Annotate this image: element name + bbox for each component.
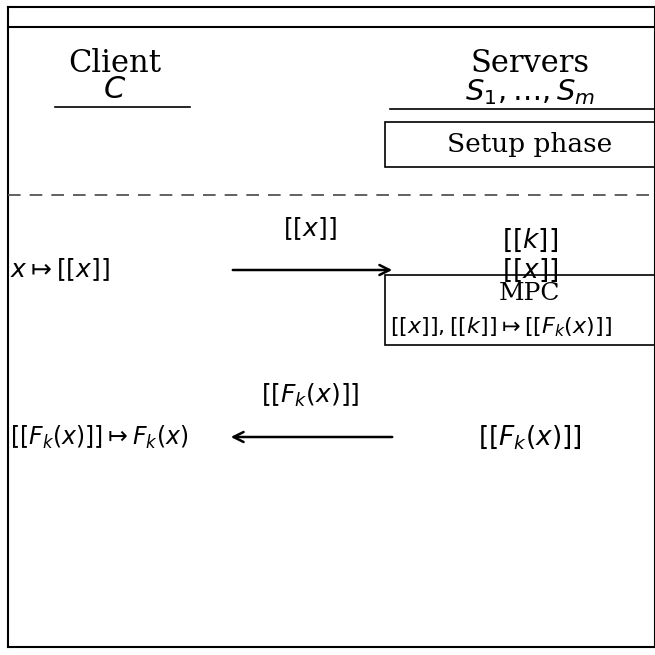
Text: $[[x]]$: $[[x]]$ — [283, 215, 337, 242]
Text: $C$: $C$ — [103, 75, 126, 105]
Text: $[[F_k(x)]] \mapsto F_k(x)$: $[[F_k(x)]] \mapsto F_k(x)$ — [10, 423, 189, 451]
Text: $[[k]]$: $[[k]]$ — [502, 227, 558, 253]
Bar — [385, 122, 655, 167]
Bar — [385, 275, 655, 345]
Text: $[[F_k(x)]]$: $[[F_k(x)]]$ — [478, 423, 582, 451]
Text: Servers: Servers — [470, 48, 590, 79]
Text: $[[F_k(x)]]$: $[[F_k(x)]]$ — [261, 382, 359, 409]
Text: $x \mapsto [[x]]$: $x \mapsto [[x]]$ — [10, 257, 110, 284]
Text: Client: Client — [69, 48, 162, 79]
Text: Setup phase: Setup phase — [447, 132, 612, 157]
Text: $S_1,\ldots,S_m$: $S_1,\ldots,S_m$ — [465, 77, 595, 107]
Text: $[[x]]$: $[[x]]$ — [502, 257, 558, 284]
Text: $[[x]], [[k]] \mapsto [[F_k(x)]]$: $[[x]], [[k]] \mapsto [[F_k(x)]]$ — [390, 315, 612, 339]
Text: MPC: MPC — [499, 282, 561, 305]
